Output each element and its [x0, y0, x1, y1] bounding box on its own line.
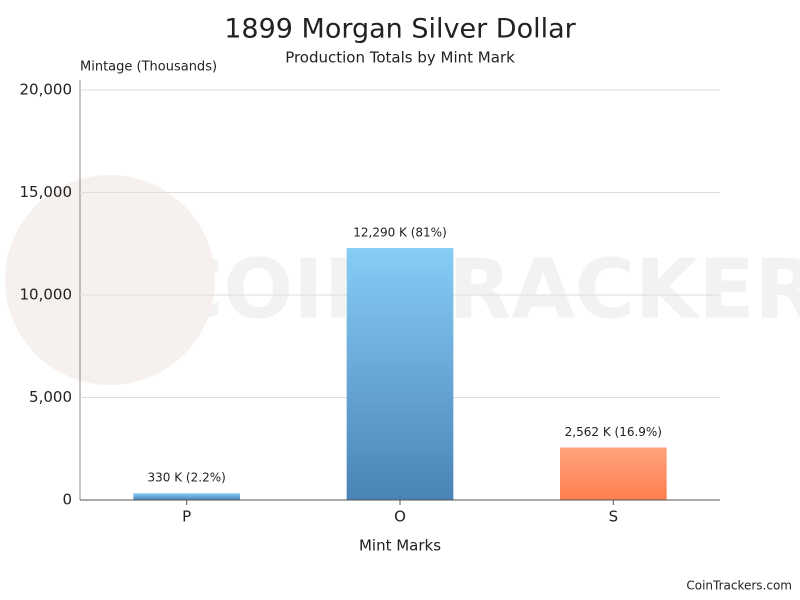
y-tick-label: 10,000 — [20, 286, 73, 304]
chart-subtitle: Production Totals by Mint Mark — [285, 49, 515, 67]
value-label: 12,290 K (81%) — [353, 226, 447, 240]
y-tick-label: 0 — [62, 491, 72, 509]
chart-title: 1899 Morgan Silver Dollar — [224, 14, 576, 45]
x-tick-label: S — [609, 508, 619, 526]
x-tick-label: P — [182, 508, 191, 526]
bar — [133, 493, 240, 500]
bar — [347, 248, 454, 500]
watermark-logo — [5, 175, 215, 385]
x-tick-label: O — [394, 508, 406, 526]
y-tick-label: 15,000 — [20, 183, 73, 201]
x-axis-label: Mint Marks — [359, 537, 441, 555]
y-tick-label: 5,000 — [29, 388, 72, 406]
value-label: 330 K (2.2%) — [148, 471, 226, 485]
bar — [560, 447, 667, 500]
y-axis-label: Mintage (Thousands) — [80, 60, 217, 75]
y-tick-label: 20,000 — [20, 81, 73, 99]
value-label: 2,562 K (16.9%) — [565, 425, 662, 439]
credit: CoinTrackers.com — [686, 579, 792, 593]
watermark: COINTRACKERS — [163, 242, 800, 337]
